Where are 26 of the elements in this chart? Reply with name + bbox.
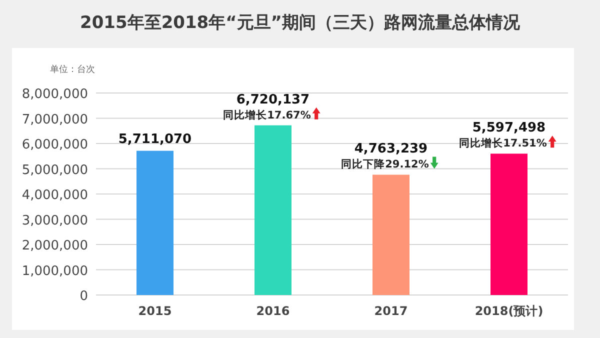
- annotation: 同比增长17.51%: [459, 136, 548, 150]
- x-tick-label: 2017: [374, 304, 408, 318]
- data-label: 6,720,137: [236, 92, 310, 108]
- y-tick-label: 1,000,000: [22, 264, 88, 279]
- x-tick-label: 2016: [256, 304, 290, 318]
- y-tick-label: 6,000,000: [22, 138, 88, 152]
- annotation: 同比下降29.12%: [341, 158, 430, 171]
- bar: [490, 154, 528, 295]
- chart-title: 2015年至2018年“元旦”期间（三天）路网流量总体情况: [80, 13, 521, 33]
- y-tick-label: 2,000,000: [22, 238, 88, 254]
- data-label: 5,597,498: [472, 120, 546, 136]
- y-tick-label: 8,000,000: [22, 87, 88, 102]
- data-label: 5,711,070: [118, 132, 192, 147]
- y-axis-title: 单位：台次: [50, 64, 95, 75]
- y-tick-label: 4,000,000: [22, 188, 88, 203]
- x-tick-label: 2018(预计): [474, 304, 544, 318]
- y-tick-label: 5,000,000: [22, 162, 88, 178]
- y-tick-label: 0: [80, 289, 88, 304]
- bar: [136, 150, 174, 295]
- annotation: 同比增长17.67%: [223, 108, 312, 122]
- bar: [372, 174, 410, 295]
- x-tick-label: 2015: [138, 304, 172, 318]
- y-tick-label: 3,000,000: [22, 213, 88, 228]
- y-tick-label: 7,000,000: [22, 112, 88, 128]
- data-label: 4,763,239: [354, 142, 428, 157]
- bar: [254, 125, 292, 295]
